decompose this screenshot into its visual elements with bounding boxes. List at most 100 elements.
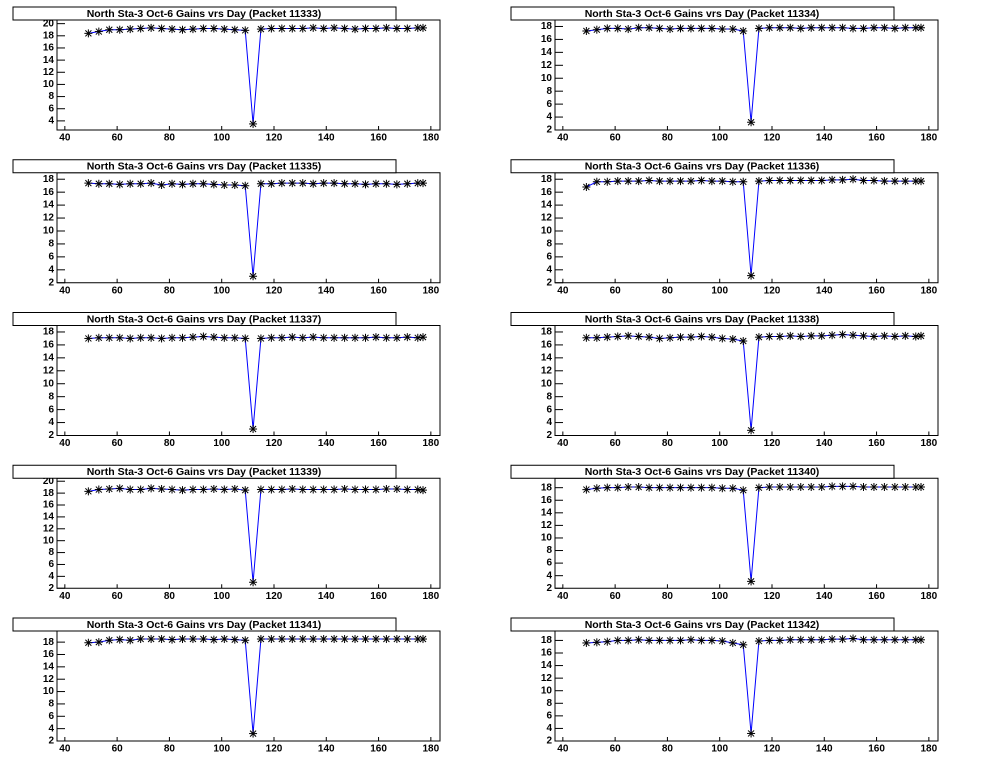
marker-stroke <box>901 24 909 32</box>
marker-stroke <box>189 25 197 33</box>
marker-stroke <box>309 486 317 493</box>
marker-stroke <box>635 333 643 340</box>
asterisk-marker <box>168 25 177 34</box>
marker-stroke <box>231 26 239 34</box>
marker-stroke <box>220 181 228 189</box>
asterisk-marker <box>838 482 847 491</box>
x-tick-label: 120 <box>266 744 283 755</box>
marker-stroke <box>351 334 359 342</box>
marker-stroke <box>776 177 784 184</box>
asterisk-marker <box>220 485 229 494</box>
y-tick-label: 14 <box>541 200 553 211</box>
title-box <box>510 6 895 21</box>
asterisk-marker <box>655 334 664 343</box>
x-tick-label: 40 <box>557 744 569 755</box>
data-layer <box>84 23 428 128</box>
title-box <box>12 464 397 479</box>
marker-stroke <box>807 483 815 491</box>
asterisk-marker <box>859 635 868 644</box>
marker-stroke <box>330 486 338 493</box>
marker-stroke <box>116 334 124 342</box>
asterisk-marker <box>94 333 103 342</box>
marker-stroke <box>189 333 197 341</box>
asterisk-marker <box>880 635 889 644</box>
x-tick-label: 180 <box>921 133 938 144</box>
asterisk-marker <box>765 483 774 492</box>
asterisk-marker <box>655 24 664 33</box>
asterisk-marker <box>199 485 208 494</box>
asterisk-marker <box>775 176 784 185</box>
marker-stroke <box>870 483 878 491</box>
marker-stroke <box>849 331 857 339</box>
asterisk-marker <box>371 179 380 188</box>
asterisk-marker <box>582 27 591 35</box>
marker-stroke <box>278 179 286 187</box>
marker-stroke <box>189 635 197 643</box>
asterisk-marker <box>796 176 805 185</box>
y-tick-label: 18 <box>43 30 55 41</box>
marker-stroke <box>917 177 925 185</box>
marker-stroke <box>870 24 878 32</box>
x-tick-label: 120 <box>764 438 781 449</box>
asterisk-marker <box>298 179 307 188</box>
asterisk-marker <box>890 24 899 33</box>
asterisk-marker <box>403 24 412 33</box>
marker-stroke <box>299 334 307 342</box>
asterisk-marker <box>582 638 591 647</box>
marker-stroke <box>403 486 411 493</box>
asterisk-marker <box>136 179 145 188</box>
marker-stroke <box>818 24 826 32</box>
asterisk-marker <box>817 176 826 185</box>
y-tick-label: 2 <box>546 125 552 136</box>
x-tick-label: 160 <box>370 285 387 296</box>
asterisk-marker <box>267 333 276 342</box>
asterisk-marker <box>754 637 763 646</box>
x-tick-label: 80 <box>164 285 176 296</box>
asterisk-marker <box>880 23 889 32</box>
asterisk-marker <box>351 635 360 644</box>
x-tick-label: 140 <box>318 744 335 755</box>
marker-stroke <box>220 486 228 493</box>
asterisk-marker <box>739 177 748 186</box>
title-box <box>510 159 895 174</box>
asterisk-marker <box>807 483 816 492</box>
x-tick-label: 160 <box>370 744 387 755</box>
asterisk-marker <box>105 333 114 342</box>
marker-stroke <box>268 334 275 342</box>
marker-stroke <box>860 636 867 644</box>
asterisk-marker <box>230 333 239 342</box>
asterisk-marker <box>747 729 756 738</box>
marker-stroke <box>807 332 815 340</box>
y-tick-label: 2 <box>48 277 54 288</box>
chart-title: North Sta-3 Oct-6 Gains vrs Day (Packet … <box>87 619 322 631</box>
marker-stroke <box>158 635 165 643</box>
marker-stroke <box>241 636 249 644</box>
marker-stroke <box>839 635 846 643</box>
y-tick-label: 16 <box>541 34 553 45</box>
asterisk-marker <box>828 23 837 32</box>
marker-stroke <box>755 637 763 645</box>
marker-stroke <box>839 483 846 490</box>
marker-stroke <box>403 333 411 341</box>
asterisk-marker <box>807 176 816 185</box>
asterisk-marker <box>634 332 643 341</box>
marker-stroke <box>593 638 601 646</box>
y-tick-label: 10 <box>43 686 55 697</box>
marker-stroke <box>881 483 888 491</box>
marker-stroke <box>137 180 145 188</box>
asterisk-marker <box>817 23 826 32</box>
x-tick-label: 40 <box>59 591 71 602</box>
y-tick-label: 4 <box>48 417 54 428</box>
marker-stroke <box>200 333 207 340</box>
data-layer <box>582 482 926 586</box>
y-tick-label: 12 <box>43 523 55 534</box>
y-tick-label: 6 <box>546 710 552 721</box>
marker-stroke <box>257 25 265 33</box>
marker-stroke <box>320 635 328 643</box>
marker-stroke <box>268 25 275 32</box>
marker-stroke <box>241 486 249 494</box>
marker-stroke <box>708 637 716 644</box>
y-tick-label: 14 <box>43 200 55 211</box>
marker-stroke <box>85 487 92 495</box>
